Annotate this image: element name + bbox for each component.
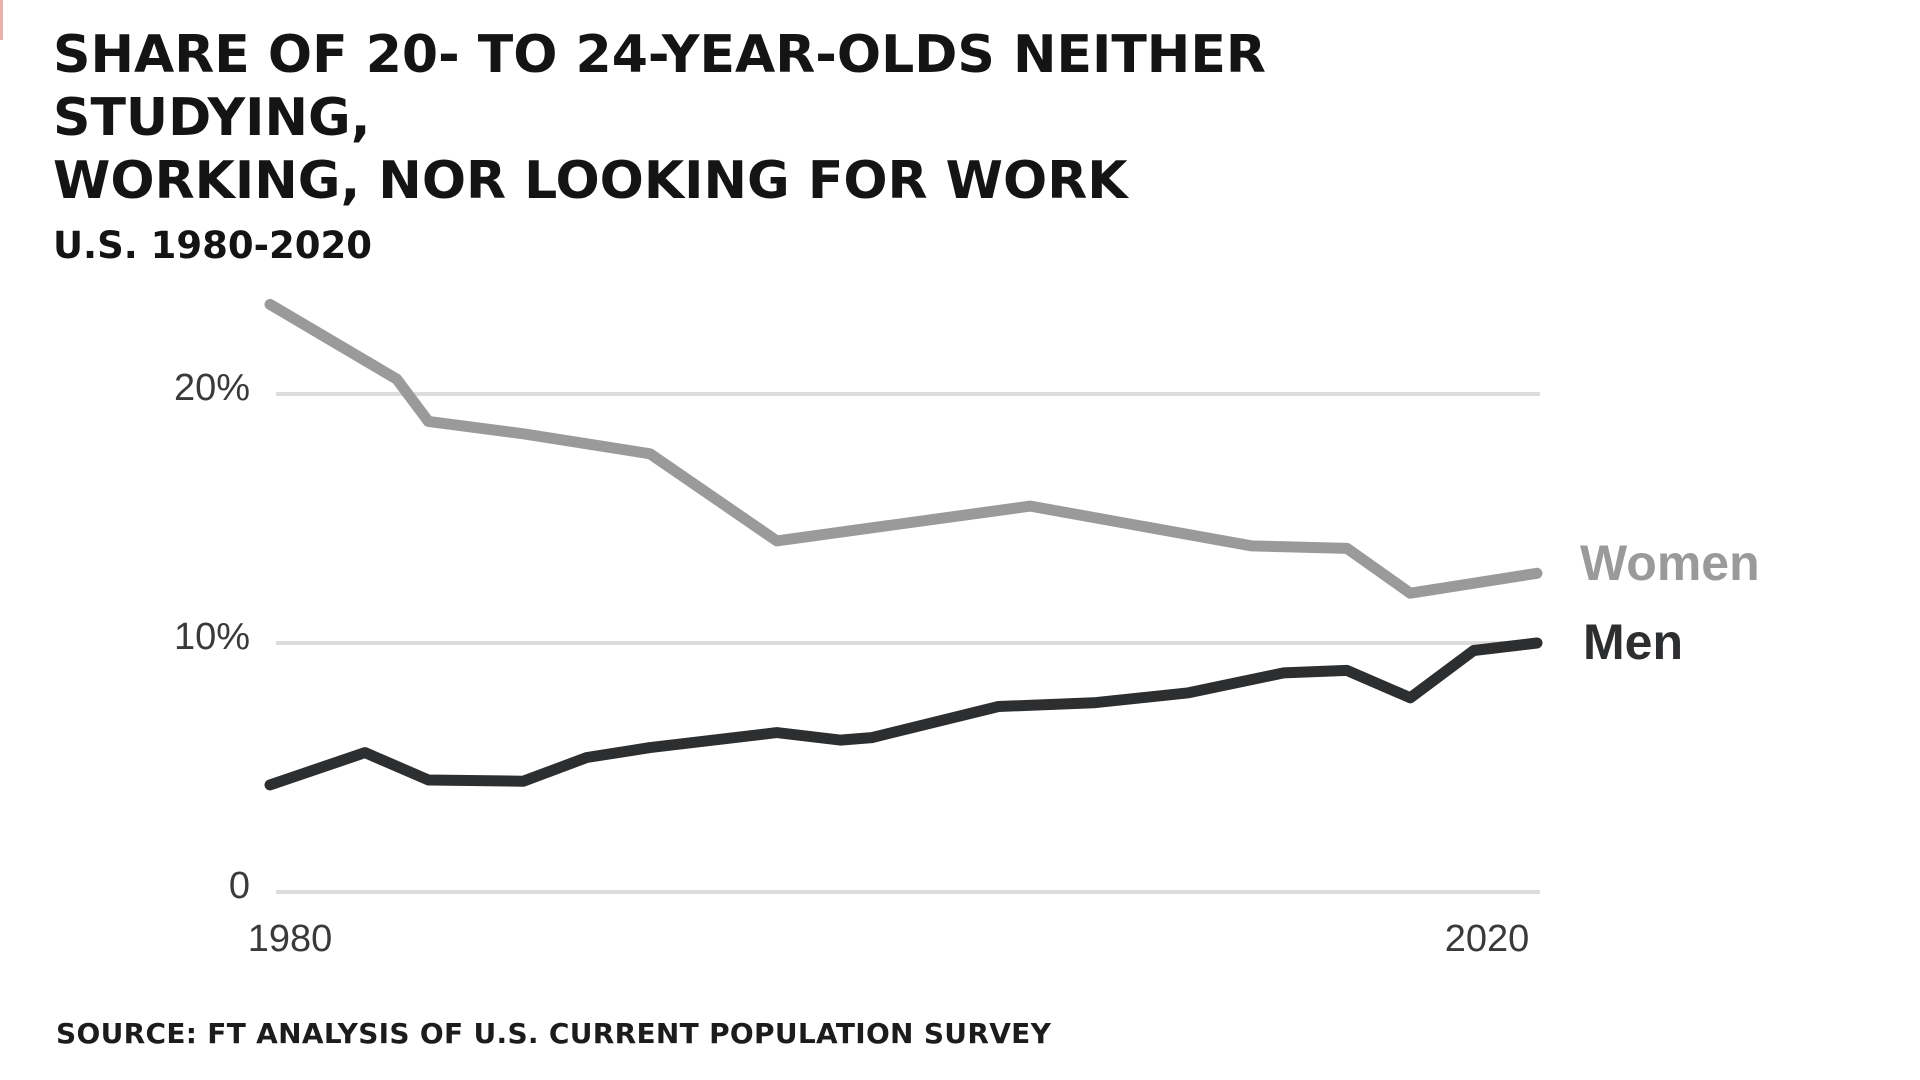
x-tick-label: 2020	[1444, 918, 1530, 960]
chart-header: SHARE OF 20- TO 24-YEAR-OLDS NEITHER STU…	[53, 24, 1553, 267]
chart-title-line-2: WORKING, NOR LOOKING FOR WORK	[53, 151, 1128, 211]
y-tick-label: 10%	[173, 616, 250, 658]
series-line-women	[264, 298, 1543, 599]
screenshot-edge-artifact	[0, 0, 3, 40]
y-tick-label: 20%	[173, 367, 250, 409]
source-note: SOURCE: FT ANALYSIS OF U.S. CURRENT POPU…	[56, 1017, 1052, 1050]
series-line-men	[264, 637, 1543, 791]
x-tick-label: 1980	[247, 918, 333, 960]
chart-title-line-1: SHARE OF 20- TO 24-YEAR-OLDS NEITHER STU…	[53, 25, 1266, 148]
legend-label-men: Men	[1583, 614, 1683, 670]
y-tick-label: 0	[228, 865, 250, 907]
legend-label-women: Women	[1580, 535, 1760, 591]
chart-subtitle: U.S. 1980-2020	[53, 224, 372, 267]
